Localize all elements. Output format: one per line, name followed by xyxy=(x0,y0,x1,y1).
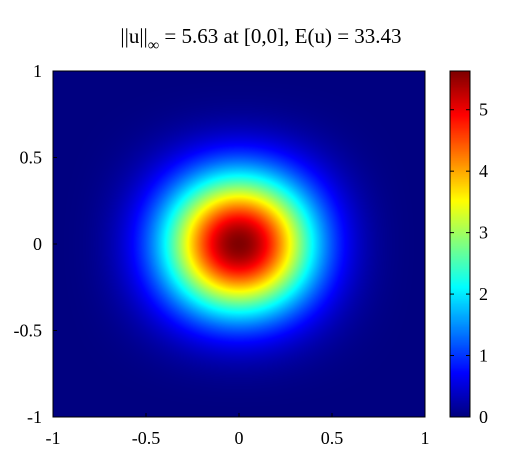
x-tick-label: 0.5 xyxy=(321,428,344,448)
title-norm-prefix: ||u|| xyxy=(120,24,147,48)
heatmap-surface xyxy=(53,71,425,417)
colorbar-gradient xyxy=(450,71,470,417)
chart-title: ||u||∞ = 5.63 at [0,0], E(u) = 33.43 xyxy=(120,24,401,54)
y-tick-label: 0.5 xyxy=(20,148,43,168)
colorbar: 0 1 2 3 4 5 xyxy=(449,70,488,427)
y-tick-label: 1 xyxy=(33,61,42,81)
x-axis: -1 -0.5 0 0.5 1 xyxy=(46,413,430,448)
title-rest: = 5.63 at [0,0], E(u) = 33.43 xyxy=(159,24,401,48)
colorbar-tick-label: 4 xyxy=(479,161,488,181)
x-tick-label: -1 xyxy=(46,428,61,448)
x-tick-label: 0 xyxy=(235,428,244,448)
x-tick-label: -0.5 xyxy=(132,428,161,448)
plot-area: -1 -0.5 0 0.5 1 -1 -0.5 0 0.5 1 xyxy=(14,61,430,448)
y-tick-label: -1 xyxy=(27,407,42,427)
colorbar-tick-label: 2 xyxy=(479,284,488,304)
x-tick-label: 1 xyxy=(421,428,430,448)
colorbar-tick-label: 5 xyxy=(479,100,488,120)
colorbar-frame xyxy=(449,70,471,418)
title-norm-subscript: ∞ xyxy=(148,37,159,54)
colorbar-tick-label: 0 xyxy=(479,407,488,427)
y-tick-label: 0 xyxy=(33,234,42,254)
y-tick-label: -0.5 xyxy=(14,321,43,341)
colorbar-axis: 0 1 2 3 4 5 xyxy=(450,100,488,427)
colorbar-tick-label: 3 xyxy=(479,223,488,243)
y-axis: -1 -0.5 0 0.5 1 xyxy=(14,61,57,427)
colorbar-tick-label: 1 xyxy=(479,346,488,366)
